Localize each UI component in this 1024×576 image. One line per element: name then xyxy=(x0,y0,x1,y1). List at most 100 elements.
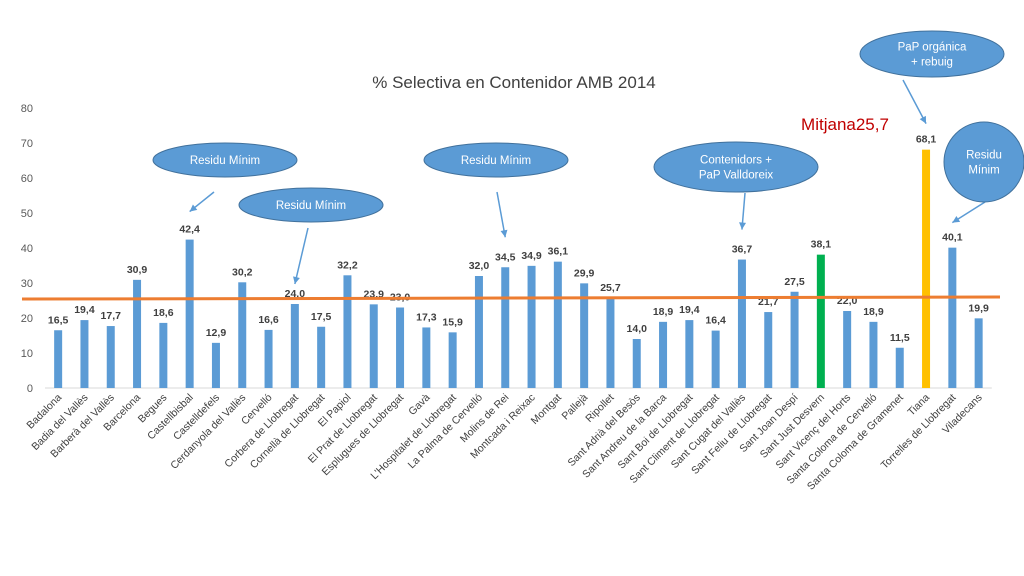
y-tick-label: 80 xyxy=(21,103,33,115)
y-tick-label: 50 xyxy=(21,208,33,220)
bar xyxy=(974,318,983,388)
y-tick-label: 70 xyxy=(21,138,33,150)
bar-value-label: 36,7 xyxy=(732,244,753,256)
y-tick-label: 30 xyxy=(21,278,33,290)
bar xyxy=(369,304,378,388)
bar-value-label: 40,1 xyxy=(942,232,963,244)
bar-value-label: 17,7 xyxy=(101,310,122,322)
bar xyxy=(764,312,773,388)
bar-value-label: 38,1 xyxy=(811,239,832,251)
bar-value-label: 21,7 xyxy=(758,296,779,308)
callout-bubble xyxy=(238,187,384,223)
bar-value-label: 11,5 xyxy=(890,332,910,344)
callout-bubble xyxy=(653,141,819,193)
bar xyxy=(711,330,720,388)
bar xyxy=(317,326,326,388)
bar xyxy=(922,149,931,388)
bar-value-label: 14,0 xyxy=(627,323,648,335)
bar xyxy=(159,322,168,388)
bar-value-label: 32,2 xyxy=(337,259,358,271)
callout-arrowhead xyxy=(739,222,747,230)
y-tick-label: 60 xyxy=(21,173,33,185)
y-axis: 0 10 20 30 40 50 60 70 80 xyxy=(21,103,992,395)
callout-arrowhead xyxy=(189,204,198,212)
bar-value-label: 36,1 xyxy=(548,246,569,258)
bar xyxy=(106,326,115,388)
callout-arrow xyxy=(902,79,927,125)
y-tick-label: 0 xyxy=(27,383,33,395)
callout-arrow xyxy=(294,227,309,285)
callout-text: PaP Valldoreix xyxy=(699,170,774,182)
bar-value-label: 18,9 xyxy=(653,306,674,318)
bar xyxy=(501,267,510,388)
bar xyxy=(895,347,904,388)
bar xyxy=(527,265,536,388)
bar xyxy=(553,261,562,388)
callout-bubble xyxy=(859,30,1005,78)
bar-value-label: 15,9 xyxy=(442,316,463,328)
bar-value-label: 16,4 xyxy=(705,315,726,327)
bar xyxy=(54,330,63,388)
bar-value-label: 17,3 xyxy=(416,311,437,323)
value-labels: 16,519,4 17,730,918,642,412,930,216,624,0… xyxy=(48,134,989,344)
bar-value-label: 42,4 xyxy=(179,224,200,236)
bar-value-label: 19,4 xyxy=(679,304,700,316)
callouts: Residu Mínim Residu Mínim Residu Mínim Cont… xyxy=(152,30,1024,285)
bar xyxy=(869,321,878,388)
bar xyxy=(737,259,746,388)
callout-arrowhead xyxy=(952,215,961,223)
callout-arrowhead xyxy=(293,276,300,284)
bar-value-label: 16,5 xyxy=(48,314,69,326)
bar xyxy=(816,254,825,388)
y-tick-label: 10 xyxy=(21,348,33,360)
callout-text: Residu xyxy=(966,150,1002,162)
bar-value-label: 17,5 xyxy=(311,311,332,323)
bar xyxy=(685,320,694,388)
bar-value-label: 30,2 xyxy=(232,266,253,278)
bar xyxy=(211,342,220,388)
bar xyxy=(343,275,352,388)
y-tick-label: 20 xyxy=(21,313,33,325)
bar-value-label: 68,1 xyxy=(916,134,937,146)
bar-value-label: 30,9 xyxy=(127,264,148,276)
callout-text: + rebuig xyxy=(911,57,953,69)
callout-text: Residu Mínim xyxy=(461,155,531,167)
bar-value-label: 27,5 xyxy=(784,276,805,288)
bar-value-label: 12,9 xyxy=(206,327,227,339)
bar xyxy=(422,327,431,388)
bar-value-label: 32,0 xyxy=(469,260,490,272)
callout-text: Mínim xyxy=(968,165,999,177)
callout-text: Residu Mínim xyxy=(190,155,260,167)
callout-bubble xyxy=(943,121,1024,203)
bar-value-label: 19,9 xyxy=(968,302,989,314)
bar-value-label: 16,6 xyxy=(258,314,279,326)
bar-value-label: 25,7 xyxy=(600,282,621,294)
bar xyxy=(632,339,641,388)
callout-text: PaP orgánica xyxy=(898,42,967,54)
bar-value-label: 34,9 xyxy=(521,250,542,262)
callout-arrowhead xyxy=(919,115,927,124)
bar xyxy=(133,279,142,388)
y-tick-label: 40 xyxy=(21,243,33,255)
bar xyxy=(396,307,405,388)
bar xyxy=(290,304,299,388)
bar xyxy=(238,282,247,388)
bars xyxy=(54,149,983,388)
bar xyxy=(448,332,457,388)
bar xyxy=(659,321,668,388)
bar-value-label: 34,5 xyxy=(495,251,516,263)
bar xyxy=(790,291,799,388)
bar-value-label: 18,6 xyxy=(153,307,174,319)
average-line xyxy=(21,295,1001,301)
bar xyxy=(80,320,89,388)
bar xyxy=(474,276,483,388)
callout-bubble xyxy=(152,142,298,178)
average-label: Mitjana25,7 xyxy=(801,115,889,134)
callout-text: Residu Mínim xyxy=(276,200,346,212)
bar-value-label: 29,9 xyxy=(574,267,595,279)
bar xyxy=(264,329,273,388)
bar-value-label: 19,4 xyxy=(74,304,95,316)
bar xyxy=(580,283,589,388)
bar xyxy=(185,239,194,388)
